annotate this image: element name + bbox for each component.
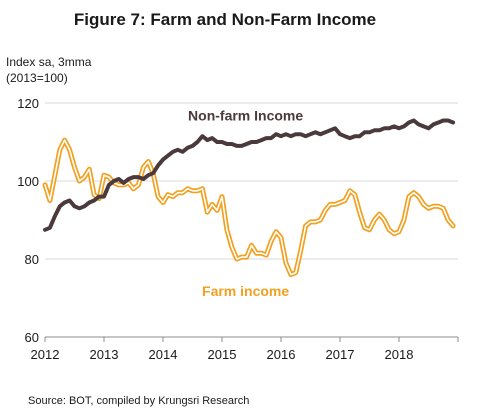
y-axis-label-line-2: (2013=100) (6, 71, 68, 85)
annotation-farm-income: Farm income (202, 283, 289, 299)
x-tick-label: 2017 (326, 347, 355, 362)
series-annotations: Non-farm Income Farm income (188, 108, 303, 299)
y-axis-label-line-1: Index sa, 3mma (6, 55, 92, 69)
x-tick-label: 2016 (267, 347, 296, 362)
x-tick-label: 2013 (90, 347, 119, 362)
x-tick-labels: 2012 2013 2014 2015 2016 2017 2018 (31, 347, 414, 362)
y-tick-labels: 60 80 100 120 (17, 96, 39, 345)
annotation-non-farm-income: Non-farm Income (188, 108, 303, 124)
series-lines (42, 118, 456, 278)
x-tick-label: 2018 (385, 347, 414, 362)
farm-income-line (42, 137, 456, 278)
y-tick-label: 60 (25, 330, 39, 345)
x-axis (44, 336, 459, 342)
source-note: Source: BOT, compiled by Krungsri Resear… (28, 395, 249, 407)
y-tick-label: 100 (17, 174, 39, 189)
x-tick-label: 2012 (31, 347, 60, 362)
x-tick-label: 2014 (149, 347, 178, 362)
y-tick-label: 120 (17, 96, 39, 111)
y-tick-label: 80 (25, 252, 39, 267)
chart-title: Figure 7: Farm and Non-Farm Income (74, 10, 376, 29)
x-tick-label: 2015 (208, 347, 237, 362)
non-farm-income-line (43, 118, 456, 232)
